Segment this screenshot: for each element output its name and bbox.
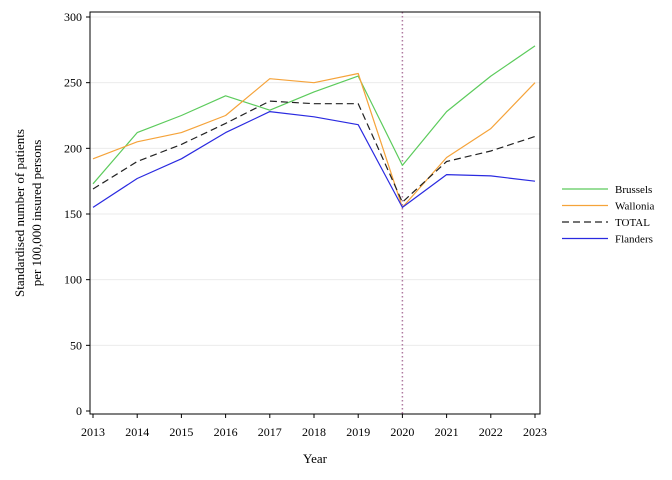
series-line-wallonia [92, 72, 536, 208]
y-tick-label: 250 [64, 76, 82, 90]
x-axis-label: Year [303, 451, 328, 466]
x-axis: 2013 2014 2015 2016 2017 2018 2019 2020 2021 2022… [81, 414, 547, 439]
series-line-flanders [92, 110, 536, 208]
x-tick-label: 2019 [346, 425, 370, 439]
gridlines [90, 16, 540, 346]
legend-label-total: TOTAL [615, 217, 650, 229]
legend-label-flanders: Flanders [615, 234, 653, 246]
y-tick-label: 100 [64, 273, 82, 287]
x-tick-label: 2018 [302, 425, 326, 439]
x-tick-label: 2020 [390, 425, 414, 439]
x-tick-label: 2023 [523, 425, 547, 439]
y-axis: 0 50 100 150 200 250 300 [64, 10, 90, 418]
y-tick-label: 50 [70, 338, 82, 352]
legend: Brussels Wallonia TOTAL Flanders [562, 184, 655, 246]
plot-frame [89, 11, 541, 415]
y-axis-label-line-2: per 100,000 insured persons [29, 140, 44, 287]
x-tick-label: 2013 [81, 425, 105, 439]
y-tick-label: 300 [64, 10, 82, 24]
series-lines [92, 45, 536, 208]
y-tick-label: 0 [76, 404, 82, 418]
x-tick-label: 2022 [479, 425, 503, 439]
x-tick-label: 2015 [169, 425, 193, 439]
legend-label-brussels: Brussels [615, 184, 652, 196]
legend-label-wallonia: Wallonia [615, 201, 655, 213]
y-tick-label: 150 [64, 207, 82, 221]
series-line-brussels [92, 45, 536, 185]
x-tick-label: 2021 [435, 425, 459, 439]
y-axis-label-line-1: Standardised number of patients [12, 129, 27, 297]
x-tick-label: 2014 [125, 425, 149, 439]
x-tick-label: 2016 [214, 425, 238, 439]
series-line-total [92, 100, 536, 203]
x-tick-label: 2017 [258, 425, 282, 439]
y-tick-label: 200 [64, 141, 82, 155]
